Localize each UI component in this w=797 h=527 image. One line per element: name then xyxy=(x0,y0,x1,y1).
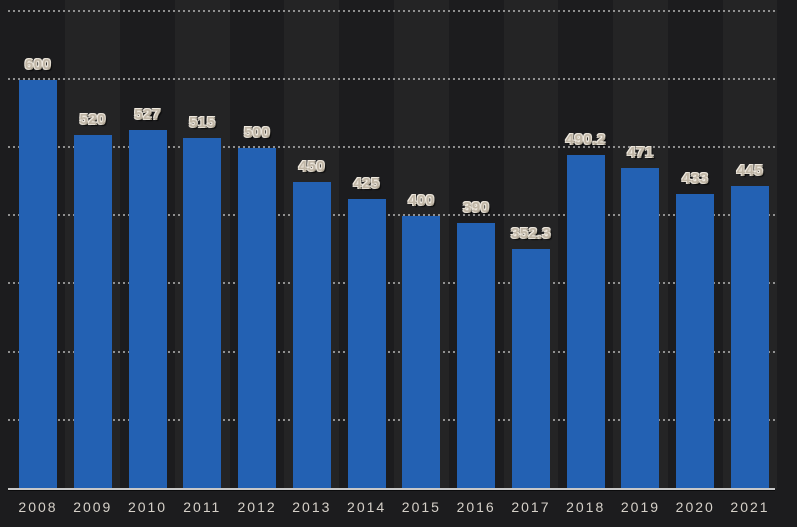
bar-2009[interactable] xyxy=(73,134,112,489)
gridline-500 xyxy=(8,146,775,149)
bar-2012[interactable] xyxy=(238,148,277,489)
x-tick-2014: 2014 xyxy=(347,499,387,515)
x-tick-2011: 2011 xyxy=(183,499,222,515)
value-label-2018: 490.2 xyxy=(565,130,606,148)
value-label-2016: 390 xyxy=(462,199,490,217)
value-label-2011: 515 xyxy=(189,113,216,131)
gridline-200 xyxy=(8,350,775,353)
value-label-2017: 352.3 xyxy=(510,224,551,242)
x-axis-line xyxy=(8,488,775,490)
bar-2010[interactable] xyxy=(128,129,167,489)
value-label-2013: 450 xyxy=(298,158,326,176)
bar-2016[interactable] xyxy=(457,223,496,489)
gridline-600 xyxy=(8,77,775,80)
x-tick-2008: 2008 xyxy=(18,499,58,515)
gridline-300 xyxy=(8,282,775,285)
x-tick-2010: 2010 xyxy=(127,499,168,515)
value-label-2015: 400 xyxy=(408,192,435,210)
value-label-2009: 520 xyxy=(79,110,107,128)
value-label-2014: 425 xyxy=(353,175,380,193)
value-label-2008: 600 xyxy=(24,55,52,73)
x-tick-2019: 2019 xyxy=(620,499,661,515)
value-label-2012: 500 xyxy=(243,124,271,142)
x-tick-2013: 2013 xyxy=(292,499,332,515)
x-tick-2017: 2017 xyxy=(511,499,551,515)
value-label-2021: 445 xyxy=(736,161,764,179)
x-tick-2016: 2016 xyxy=(456,499,496,515)
x-tick-2018: 2018 xyxy=(566,499,606,515)
bar-2018[interactable] xyxy=(566,154,605,489)
bar-2008[interactable] xyxy=(19,79,57,489)
value-label-2019: 471 xyxy=(627,143,654,161)
x-tick-2020: 2020 xyxy=(675,499,715,515)
bar-2021[interactable] xyxy=(731,185,769,489)
bar-2011[interactable] xyxy=(183,137,222,489)
bar-2015[interactable] xyxy=(402,216,441,489)
gridline-400 xyxy=(8,214,775,217)
x-tick-2012: 2012 xyxy=(237,499,277,515)
value-label-2010: 527 xyxy=(134,105,161,123)
value-label-2020: 433 xyxy=(681,169,709,187)
gridline-100 xyxy=(8,418,775,421)
x-tick-2009: 2009 xyxy=(73,499,113,515)
bar-2019[interactable] xyxy=(621,167,660,489)
bar-2014[interactable] xyxy=(347,199,386,489)
bar-2013[interactable] xyxy=(292,182,331,489)
bar-2017[interactable] xyxy=(511,248,550,489)
bar-2020[interactable] xyxy=(676,193,715,489)
x-tick-2015: 2015 xyxy=(401,499,441,515)
gridline-700 xyxy=(8,9,775,12)
x-tick-2021: 2021 xyxy=(730,499,770,515)
plot-area: 600 520 527 515 500 450 425 400 390 352.3 490.2 471… xyxy=(8,9,775,489)
